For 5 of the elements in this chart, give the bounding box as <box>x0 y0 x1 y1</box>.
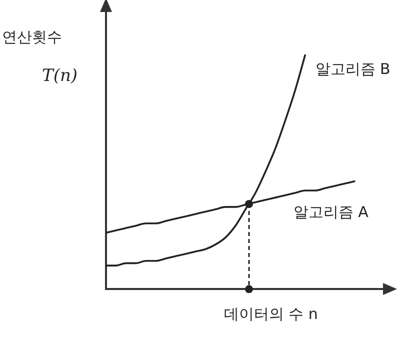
y-axis-title: 연산횟수 <box>2 28 62 47</box>
text: T(n) <box>42 66 78 86</box>
series-label: 알고리즘 B <box>315 60 390 79</box>
series-label: 알고리즘 A <box>293 203 368 222</box>
x-axis-title: 데이터의 수 n <box>224 305 318 324</box>
